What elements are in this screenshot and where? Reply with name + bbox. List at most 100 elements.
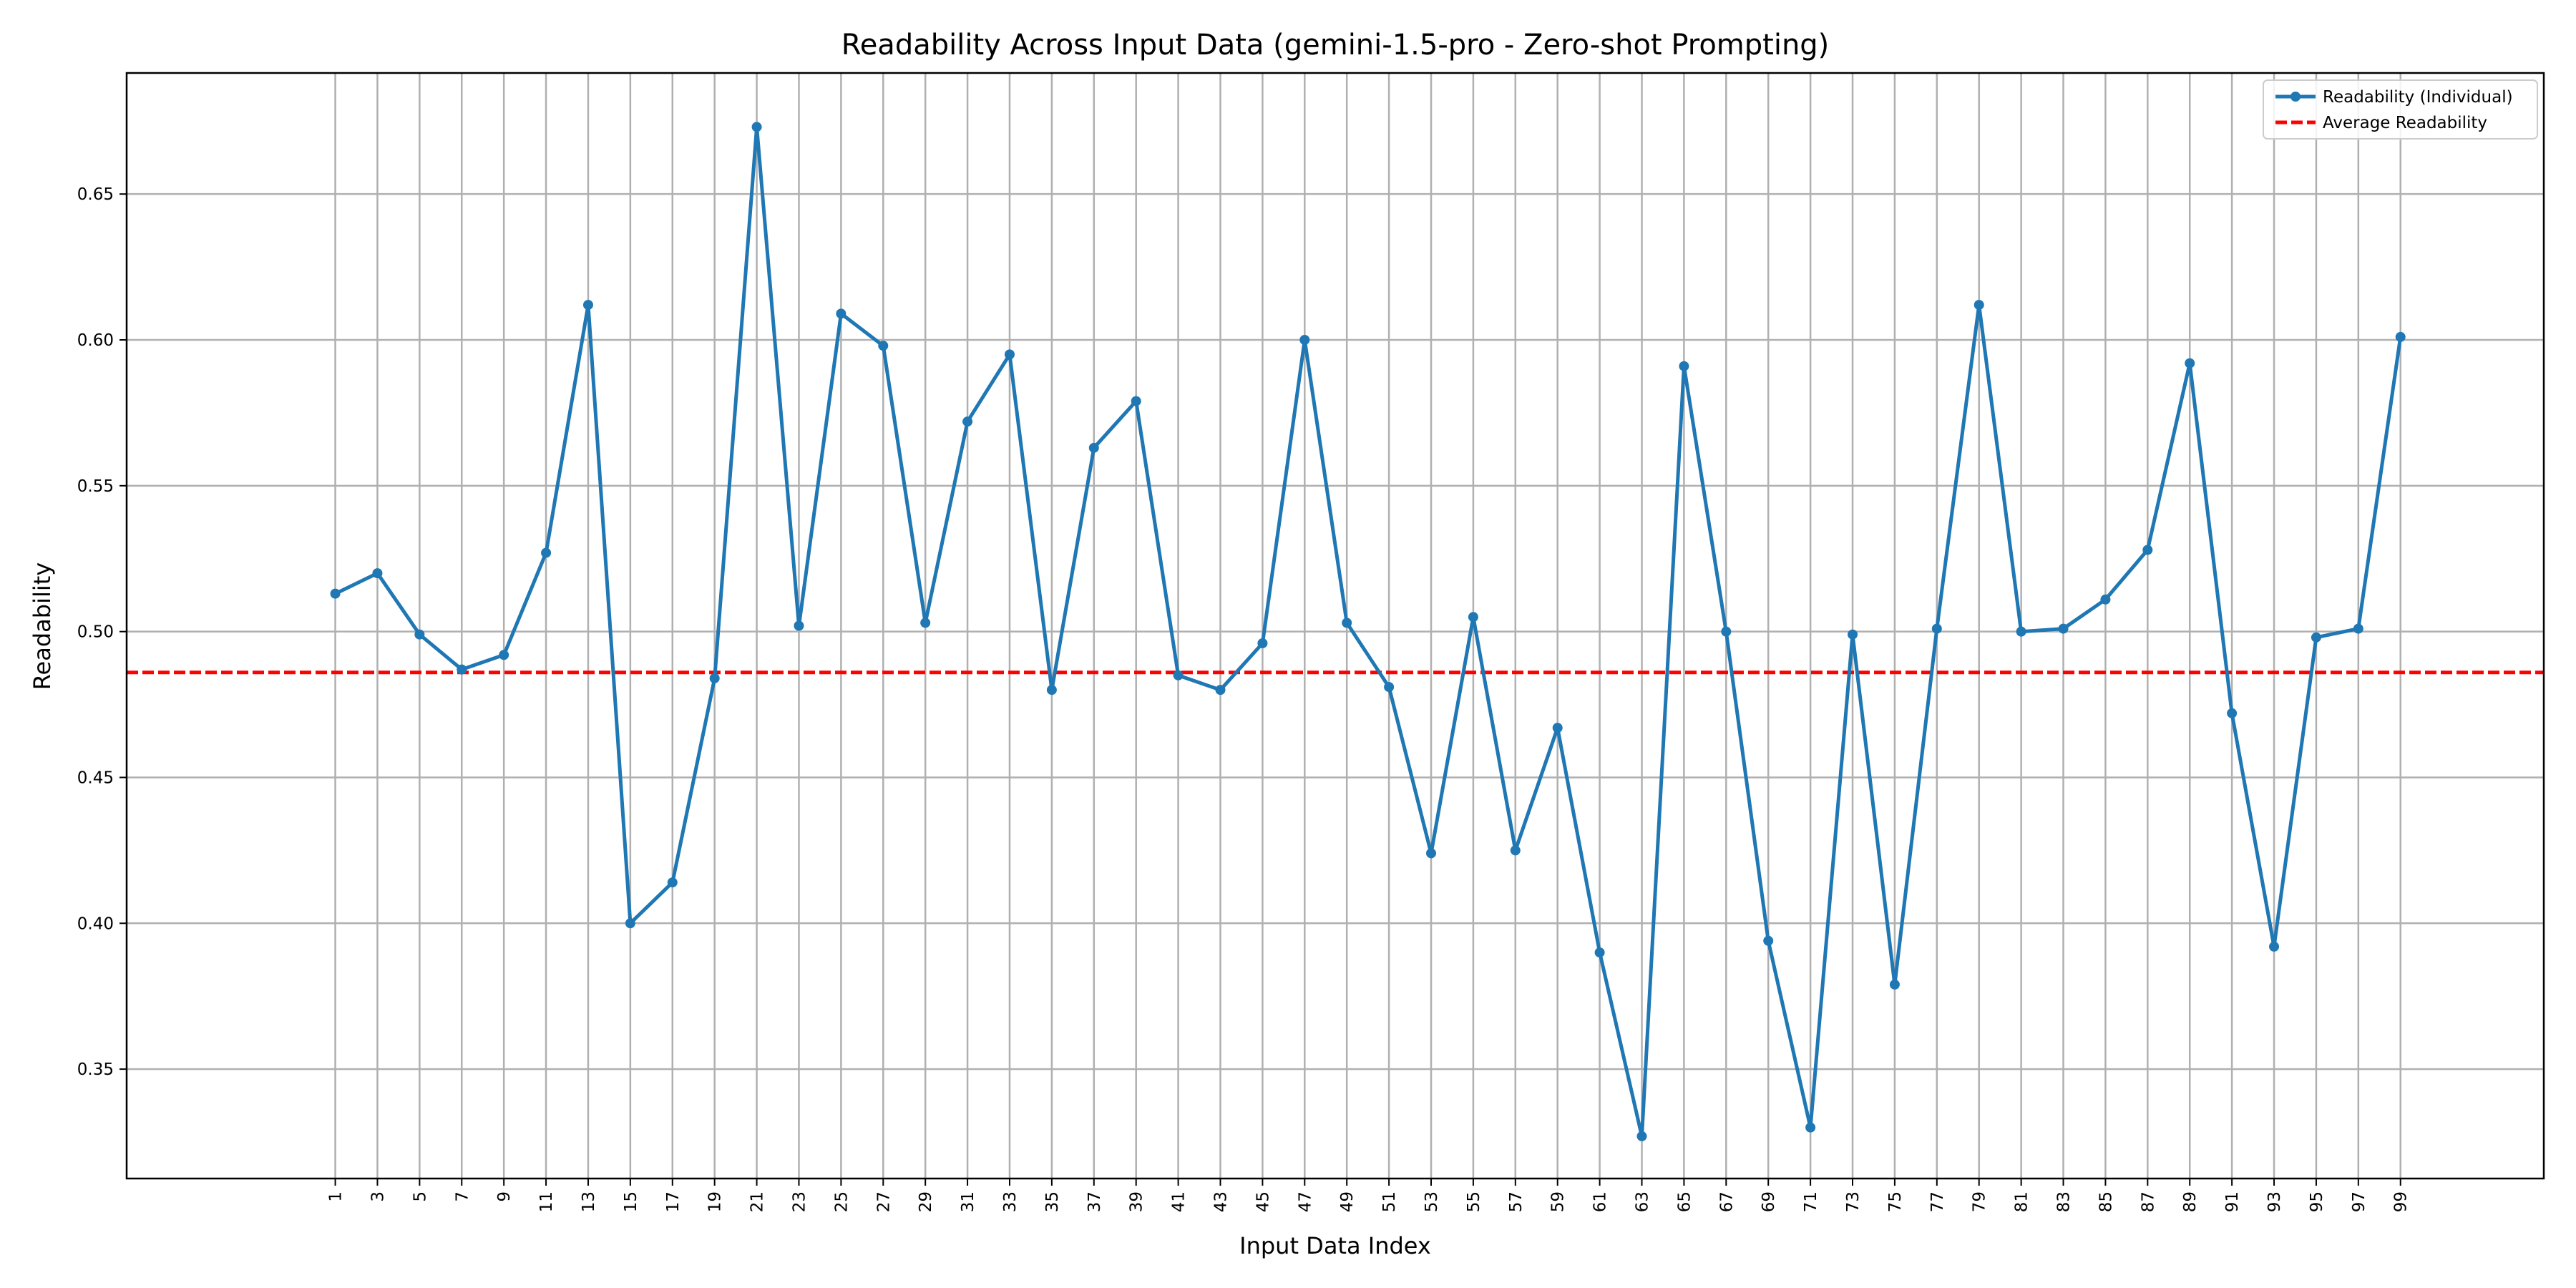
x-tick-label: 75 bbox=[1886, 1191, 1905, 1212]
x-tick-label: 77 bbox=[1928, 1191, 1947, 1212]
data-point bbox=[751, 122, 762, 132]
x-tick-label: 33 bbox=[1001, 1191, 1020, 1212]
data-point bbox=[2016, 626, 2026, 637]
plot-frame bbox=[125, 72, 2545, 1180]
x-tick-label: 35 bbox=[1043, 1191, 1062, 1212]
x-tick-label: 7 bbox=[453, 1191, 472, 1202]
x-tick-label: 5 bbox=[411, 1191, 429, 1202]
data-point bbox=[1848, 629, 1858, 640]
data-point bbox=[1679, 361, 1689, 371]
data-point bbox=[2269, 941, 2280, 952]
data-point bbox=[1763, 935, 1774, 946]
data-point bbox=[962, 416, 973, 427]
legend-series-label: Readability (Individual) bbox=[2323, 88, 2513, 107]
legend-box bbox=[2263, 79, 2538, 140]
data-point bbox=[2058, 623, 2069, 634]
x-tick-label: 13 bbox=[580, 1191, 598, 1212]
data-point bbox=[1004, 349, 1015, 360]
data-point bbox=[794, 620, 804, 631]
x-tick-label: 45 bbox=[1254, 1191, 1272, 1212]
x-tick-label: 69 bbox=[1760, 1191, 1778, 1212]
data-point bbox=[709, 673, 720, 683]
data-point bbox=[1384, 682, 1395, 693]
x-tick-label: 59 bbox=[1549, 1191, 1568, 1212]
data-point bbox=[2227, 708, 2238, 718]
legend-average-label: Average Readability bbox=[2323, 114, 2487, 132]
x-tick-label: 1 bbox=[327, 1191, 346, 1202]
data-point bbox=[1299, 335, 1310, 346]
data-point bbox=[499, 650, 509, 660]
data-point bbox=[1215, 685, 1226, 696]
y-tick-label: 0.40 bbox=[77, 914, 114, 933]
data-point bbox=[625, 918, 635, 929]
x-tick-label: 19 bbox=[706, 1191, 725, 1212]
x-tick-label: 29 bbox=[917, 1191, 935, 1212]
x-tick-label: 61 bbox=[1591, 1191, 1610, 1212]
data-point bbox=[1889, 979, 1900, 990]
data-point bbox=[2395, 331, 2406, 342]
x-tick-label: 67 bbox=[1717, 1191, 1736, 1212]
data-point bbox=[372, 568, 383, 579]
x-tick-label: 51 bbox=[1380, 1191, 1399, 1212]
data-point bbox=[2100, 594, 2111, 605]
x-tick-label: 99 bbox=[2392, 1191, 2411, 1212]
x-tick-label: 31 bbox=[959, 1191, 977, 1212]
x-tick-label: 39 bbox=[1128, 1191, 1146, 1212]
data-point bbox=[667, 877, 678, 888]
data-point bbox=[1046, 685, 1057, 696]
data-point bbox=[2185, 358, 2195, 369]
x-tick-label: 85 bbox=[2097, 1191, 2115, 1212]
y-tick-label: 0.55 bbox=[77, 477, 114, 496]
data-point bbox=[1468, 612, 1478, 623]
x-axis-label: Input Data Index bbox=[1239, 1232, 1431, 1259]
chart-title: Readability Across Input Data (gemini-1.… bbox=[841, 29, 1830, 62]
x-tick-label: 43 bbox=[1211, 1191, 1230, 1212]
x-tick-label: 27 bbox=[874, 1191, 893, 1212]
y-tick-layer: 0.35 0.40 0.45 0.50 0.55 0.60 0.65 bbox=[77, 185, 127, 1079]
data-point bbox=[1088, 442, 1099, 453]
data-point bbox=[1257, 638, 1268, 648]
data-point bbox=[1510, 845, 1521, 856]
data-point bbox=[582, 300, 593, 311]
data-point bbox=[1131, 396, 1141, 406]
data-point bbox=[414, 629, 425, 640]
series-layer bbox=[330, 122, 2406, 1141]
x-tick-label: 81 bbox=[2013, 1191, 2031, 1212]
x-tick-label: 83 bbox=[2055, 1191, 2074, 1212]
x-tick-label: 3 bbox=[369, 1191, 387, 1202]
data-point bbox=[2142, 545, 2153, 555]
y-axis-label: Readability bbox=[29, 562, 56, 690]
y-tick-label: 0.50 bbox=[77, 623, 114, 642]
x-tick-label: 21 bbox=[748, 1191, 767, 1212]
x-tick-label: 57 bbox=[1507, 1191, 1526, 1212]
data-point bbox=[2311, 632, 2321, 643]
data-point bbox=[1721, 626, 1732, 637]
x-tick-label: 79 bbox=[1971, 1191, 1989, 1212]
x-tick-label: 47 bbox=[1296, 1191, 1314, 1212]
data-point bbox=[1805, 1122, 1816, 1133]
x-tick-label: 63 bbox=[1634, 1191, 1652, 1212]
x-tick-label: 15 bbox=[622, 1191, 640, 1212]
data-point bbox=[1173, 670, 1184, 680]
x-tick-label: 25 bbox=[832, 1191, 851, 1212]
x-tick-label: 11 bbox=[537, 1191, 556, 1212]
x-tick-label: 23 bbox=[790, 1191, 809, 1212]
x-tick-label: 91 bbox=[2223, 1191, 2242, 1212]
x-tick-label: 9 bbox=[495, 1191, 514, 1202]
y-tick-label: 0.35 bbox=[77, 1060, 114, 1079]
legend-series-marker bbox=[2290, 92, 2301, 102]
readability-series-line bbox=[334, 125, 2403, 1138]
data-point bbox=[1931, 623, 1942, 634]
y-tick-label: 0.65 bbox=[77, 185, 114, 204]
data-point bbox=[2353, 623, 2363, 634]
legend: Readability (Individual) Average Readabi… bbox=[2263, 79, 2538, 140]
x-tick-label: 17 bbox=[664, 1191, 683, 1212]
x-tick-label: 97 bbox=[2350, 1191, 2368, 1212]
data-point bbox=[1426, 848, 1437, 859]
data-point bbox=[1636, 1131, 1647, 1141]
data-point bbox=[541, 547, 552, 558]
data-point bbox=[920, 618, 931, 628]
y-tick-label: 0.45 bbox=[77, 769, 114, 787]
y-tick-label: 0.60 bbox=[77, 331, 114, 350]
